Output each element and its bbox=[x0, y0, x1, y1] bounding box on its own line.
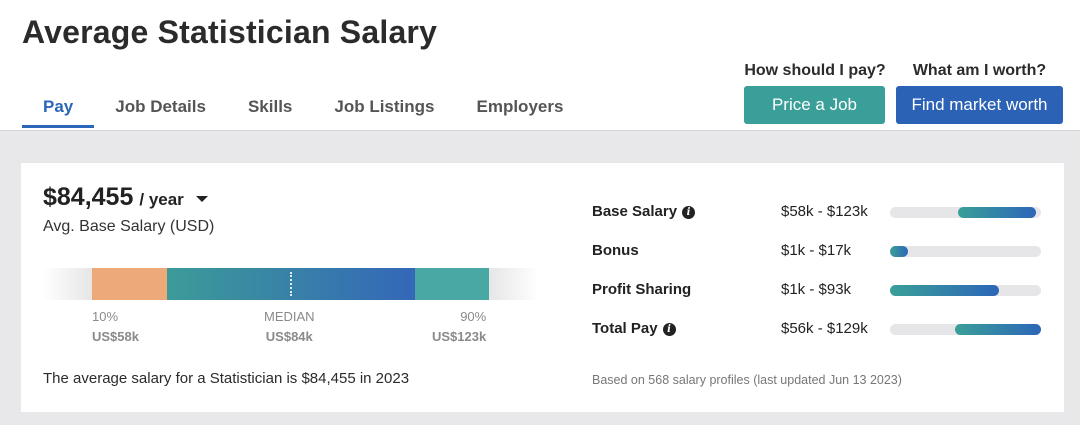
range-segment-high bbox=[415, 268, 489, 300]
comp-bar-fill bbox=[890, 285, 999, 296]
salary-amount: $84,455 bbox=[43, 183, 134, 211]
comp-name-text: Profit Sharing bbox=[592, 281, 692, 298]
comp-bar-track bbox=[890, 285, 1041, 296]
comp-name: Base Salary i bbox=[592, 203, 696, 220]
data-footnote: Based on 568 salary profiles (last updat… bbox=[592, 373, 902, 387]
comp-row-total-pay: Total Pay i $56k - $129k bbox=[592, 320, 1044, 342]
comp-range: $56k - $129k bbox=[781, 320, 868, 337]
comp-name-text: Bonus bbox=[592, 242, 639, 259]
price-job-cta: How should I pay? Price a Job bbox=[744, 62, 886, 124]
market-worth-cta: What am I worth? Find market worth bbox=[896, 62, 1063, 124]
comp-name-text: Base Salary bbox=[592, 203, 678, 220]
range-high-value: US$123k bbox=[432, 329, 487, 344]
range-fade-right bbox=[489, 268, 539, 300]
range-segment-low bbox=[92, 268, 167, 300]
period-dropdown-icon[interactable] bbox=[195, 196, 208, 202]
comp-bar-fill bbox=[957, 207, 1037, 218]
price-job-question: How should I pay? bbox=[744, 62, 886, 79]
tab-pay[interactable]: Pay bbox=[22, 86, 95, 128]
info-icon[interactable]: i bbox=[662, 323, 676, 336]
tab-skills[interactable]: Skills bbox=[247, 97, 293, 116]
salary-period: / year bbox=[139, 190, 184, 209]
tab-employers[interactable]: Employers bbox=[476, 97, 564, 116]
comp-row-profit-sharing: Profit Sharing $1k - $93k bbox=[592, 281, 1044, 303]
tab-job-details[interactable]: Job Details bbox=[115, 97, 206, 116]
market-worth-question: What am I worth? bbox=[912, 62, 1047, 79]
comp-row-bonus: Bonus $1k - $17k bbox=[592, 242, 1044, 264]
find-market-worth-button[interactable]: Find market worth bbox=[896, 86, 1063, 124]
info-icon[interactable]: i bbox=[682, 206, 696, 219]
tab-bar: Pay Job Details Skills Job Listings Empl… bbox=[22, 86, 584, 130]
range-median-value: US$84k bbox=[265, 329, 313, 344]
page-header: Average Statistician Salary Pay Job Deta… bbox=[0, 0, 1080, 130]
comp-bar-track bbox=[890, 207, 1041, 218]
salary-summary: The average salary for a Statistician is… bbox=[43, 370, 410, 387]
comp-name-text: Total Pay bbox=[592, 320, 658, 337]
comp-range: $1k - $17k bbox=[781, 242, 852, 259]
range-low-value: US$58k bbox=[92, 329, 139, 344]
comp-range: $1k - $93k bbox=[781, 281, 852, 298]
range-median-label: MEDIAN bbox=[264, 309, 315, 324]
salary-range-bar bbox=[43, 268, 539, 300]
range-label-median: MEDIAN US$84k bbox=[264, 307, 315, 347]
price-job-button[interactable]: Price a Job bbox=[744, 86, 885, 124]
salary-caption: Avg. Base Salary (USD) bbox=[43, 218, 215, 235]
comp-bar-fill bbox=[954, 324, 1041, 335]
comp-bar-track bbox=[890, 246, 1041, 257]
comp-name: Bonus bbox=[592, 242, 639, 259]
comp-name: Profit Sharing bbox=[592, 281, 691, 298]
tab-job-listings[interactable]: Job Listings bbox=[334, 97, 435, 116]
average-salary: $84,455 / year bbox=[43, 183, 208, 212]
comp-bar-track bbox=[890, 324, 1041, 335]
range-label-low: 10% US$58k bbox=[92, 307, 139, 347]
range-low-pct: 10% bbox=[92, 309, 119, 324]
comp-row-base-salary: Base Salary i $58k - $123k bbox=[592, 203, 1044, 225]
comp-bar-fill bbox=[890, 246, 909, 257]
comp-name: Total Pay i bbox=[592, 320, 676, 337]
median-marker bbox=[290, 272, 292, 296]
range-label-high: 90% US$123k bbox=[432, 307, 486, 347]
page-title: Average Statistician Salary bbox=[22, 14, 438, 50]
range-fade-left bbox=[43, 268, 92, 300]
comp-range: $58k - $123k bbox=[781, 203, 868, 220]
range-high-pct: 90% bbox=[460, 309, 487, 324]
